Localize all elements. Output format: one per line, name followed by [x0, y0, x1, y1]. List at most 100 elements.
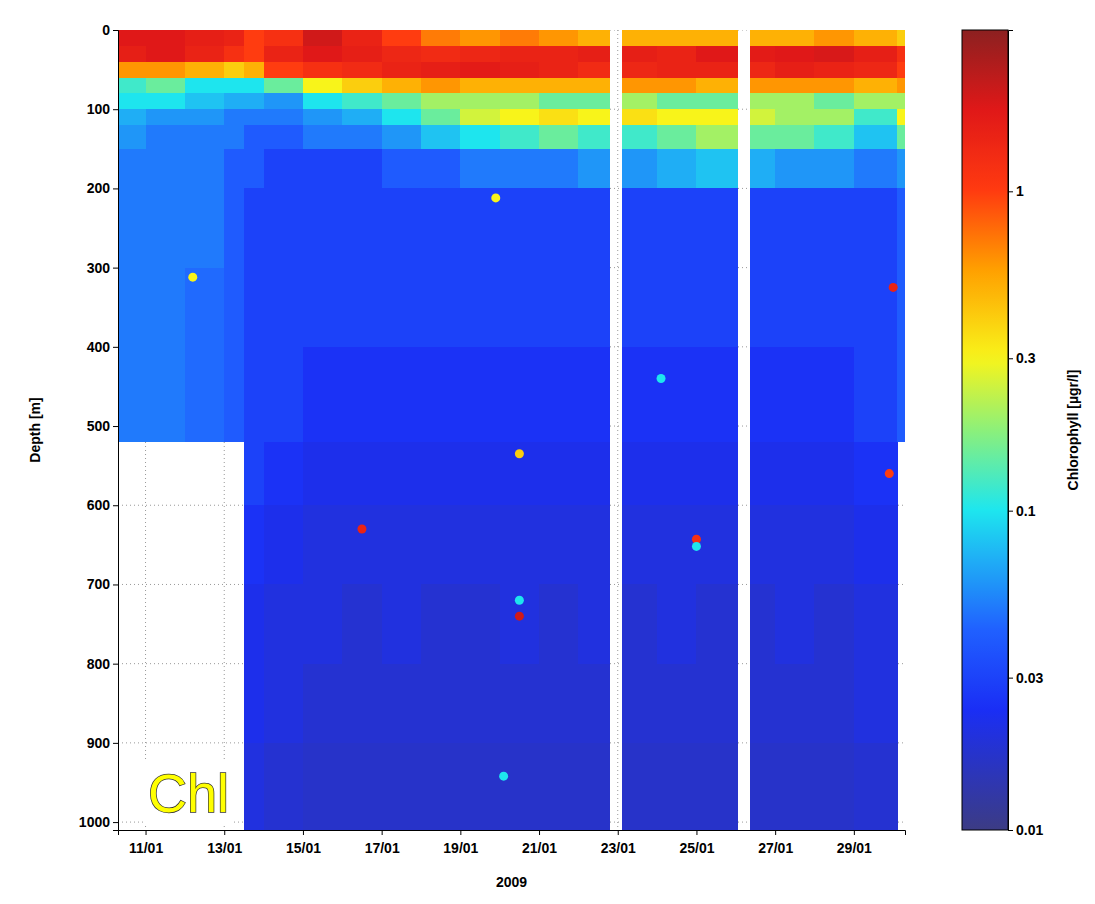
- cell: [303, 505, 343, 585]
- cell: [897, 30, 905, 46]
- cell: [696, 93, 738, 109]
- cell: [854, 78, 898, 94]
- cell: [382, 62, 422, 78]
- cell: [897, 125, 905, 149]
- cell: [750, 30, 776, 46]
- cell: [622, 505, 658, 585]
- cell: [622, 125, 658, 149]
- cell: [342, 125, 382, 149]
- point: [515, 596, 524, 605]
- cell: [750, 442, 776, 506]
- cell: [775, 46, 815, 62]
- cell: [342, 743, 382, 830]
- tick-label: 23/01: [601, 840, 636, 856]
- cell: [244, 62, 264, 78]
- cell: [750, 78, 776, 94]
- cell: [814, 188, 854, 268]
- cell: [303, 584, 343, 664]
- cell: [500, 505, 540, 585]
- cell: [750, 347, 776, 443]
- cell: [421, 125, 461, 149]
- cell: [382, 584, 422, 664]
- cell: [146, 62, 186, 78]
- cell: [854, 109, 898, 125]
- cell: [750, 584, 776, 664]
- cell: [657, 584, 697, 664]
- cell: [460, 188, 500, 268]
- cell: [244, 30, 264, 46]
- cell: [303, 30, 343, 46]
- colorbar: [962, 30, 1008, 830]
- tick: 13/01: [207, 830, 242, 856]
- cell: [303, 78, 343, 94]
- cell: [897, 46, 905, 62]
- cell: [185, 347, 225, 443]
- cell: [421, 30, 461, 46]
- cell: [578, 347, 610, 443]
- cell: [750, 62, 776, 78]
- tick: 0.3: [1008, 350, 1036, 366]
- cell: [146, 149, 186, 189]
- cell: [657, 743, 697, 830]
- cell: [854, 125, 898, 149]
- cell: [118, 62, 146, 78]
- tick: 100: [87, 101, 118, 117]
- tick: 23/01: [601, 830, 636, 856]
- tick-mark: [696, 830, 697, 835]
- cell: [146, 268, 186, 348]
- point: [515, 612, 524, 621]
- cell: [897, 347, 905, 443]
- tick-label: 900: [87, 735, 111, 751]
- cell: [578, 125, 610, 149]
- cell: [382, 442, 422, 506]
- cell: [578, 149, 610, 189]
- cell: [854, 188, 898, 268]
- cell: [244, 149, 264, 189]
- cell: [657, 442, 697, 506]
- cell: [342, 46, 382, 62]
- cell: [342, 347, 382, 443]
- tick: 15/01: [286, 830, 321, 856]
- cell: [500, 30, 540, 46]
- cell: [264, 664, 304, 744]
- cell: [342, 188, 382, 268]
- cell: [342, 149, 382, 189]
- cell: [264, 347, 304, 443]
- tick: 29/01: [837, 830, 872, 856]
- cell: [421, 442, 461, 506]
- cell: [264, 442, 304, 506]
- x-axis: 11/0113/0115/0117/0119/0121/0123/0125/01…: [119, 830, 906, 856]
- tick-label: 0.03: [1016, 670, 1043, 686]
- tick: 1000: [79, 814, 118, 830]
- cell: [854, 62, 898, 78]
- cell: [185, 30, 225, 46]
- cell: [460, 664, 500, 744]
- cell: [814, 347, 854, 443]
- cell: [303, 149, 343, 189]
- tick-label: 0.1: [1016, 503, 1036, 519]
- tick-label: 100: [87, 101, 111, 117]
- cell: [224, 347, 244, 443]
- tick-mark: [113, 664, 118, 665]
- point: [657, 374, 666, 383]
- cell: [814, 125, 854, 149]
- tick-label: 21/01: [522, 840, 557, 856]
- cell: [854, 664, 898, 744]
- tick: 0: [102, 22, 118, 38]
- cell: [118, 30, 146, 46]
- tick-label: 17/01: [365, 840, 400, 856]
- cell: [303, 125, 343, 149]
- point: [491, 193, 500, 202]
- cell: [146, 46, 186, 62]
- tick-label: 1: [1016, 183, 1024, 199]
- cell: [500, 268, 540, 348]
- tick-label: 0.3: [1016, 350, 1036, 366]
- cell: [460, 78, 500, 94]
- cell: [539, 743, 579, 830]
- tick: 19/01: [443, 830, 478, 856]
- cell: [244, 125, 264, 149]
- cell: [500, 109, 540, 125]
- cell: [224, 62, 244, 78]
- cell: [185, 78, 225, 94]
- cell: [775, 109, 815, 125]
